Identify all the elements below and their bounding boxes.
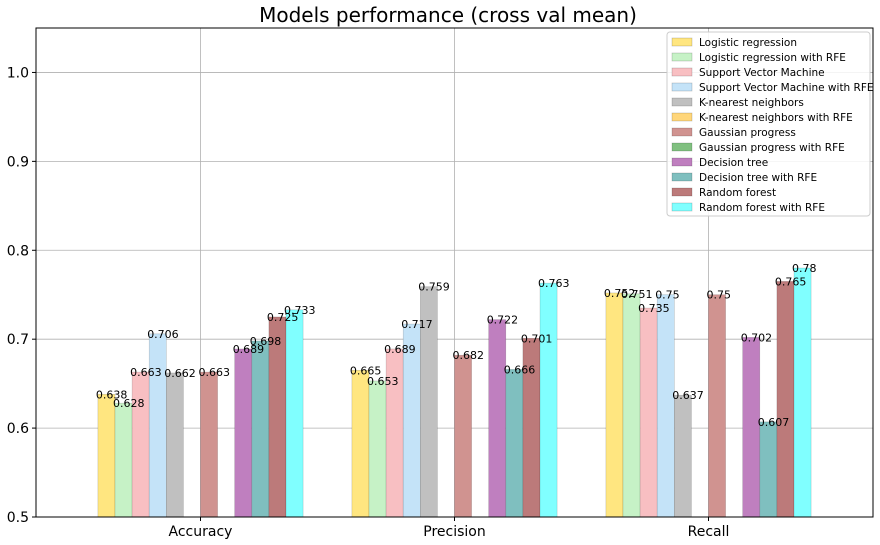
- x-tick-label: Precision: [423, 524, 485, 540]
- data-label: 0.763: [538, 277, 570, 290]
- data-label: 0.75: [707, 289, 732, 302]
- bar: [131, 371, 150, 518]
- bar: [114, 402, 133, 518]
- data-label: 0.717: [401, 318, 433, 331]
- bar: [505, 369, 524, 518]
- data-label: 0.689: [233, 343, 265, 356]
- legend-swatch: [671, 157, 693, 167]
- data-label: 0.638: [96, 388, 128, 401]
- bar: [673, 394, 692, 518]
- bar: [622, 293, 641, 518]
- data-label: 0.607: [758, 416, 790, 429]
- data-label: 0.735: [638, 302, 670, 315]
- data-label: 0.666: [504, 363, 536, 376]
- data-label: 0.682: [453, 349, 485, 362]
- bar: [454, 354, 472, 518]
- data-label: 0.722: [487, 314, 519, 327]
- legend-label: Support Vector Machine: [699, 67, 825, 79]
- data-label: 0.75: [655, 289, 680, 302]
- bar: [251, 340, 270, 518]
- legend-swatch: [671, 172, 693, 182]
- y-tick-label: 0.5: [7, 510, 29, 526]
- y-tick-label: 0.6: [7, 421, 29, 437]
- legend-label: K-nearest neighbors with RFE: [699, 112, 853, 124]
- bar: [285, 309, 304, 518]
- legend-label: K-nearest neighbors: [699, 97, 804, 109]
- data-label: 0.759: [418, 281, 450, 294]
- bar: [97, 394, 116, 518]
- bar: [708, 294, 726, 518]
- bar: [166, 372, 184, 518]
- data-label: 0.663: [130, 366, 162, 379]
- legend: Logistic regression Logistic regression w…: [666, 31, 874, 217]
- x-tick-label: Recall: [688, 524, 730, 540]
- bar: [539, 282, 558, 518]
- legend-swatch: [671, 202, 693, 212]
- data-label: 0.701: [521, 332, 553, 345]
- y-tick-label: 1.0: [7, 65, 29, 81]
- data-label: 0.725: [267, 311, 299, 324]
- legend-swatch: [671, 112, 693, 122]
- legend-label: Gaussian progress with RFE: [699, 142, 845, 154]
- bar: [488, 319, 507, 518]
- y-tick-label: 0.9: [7, 154, 29, 170]
- bar: [605, 292, 624, 518]
- bar: [639, 307, 658, 518]
- x-tick-label: Accuracy: [169, 524, 233, 540]
- data-label: 0.698: [250, 335, 281, 348]
- data-label: 0.78: [792, 262, 817, 275]
- data-label: 0.665: [350, 364, 382, 377]
- legend-label: Support Vector Machine with RFE: [699, 82, 874, 94]
- legend-swatch: [671, 187, 693, 197]
- data-label: 0.751: [621, 288, 653, 301]
- data-label: 0.706: [147, 328, 179, 341]
- legend-swatch: [671, 97, 693, 107]
- data-label: 0.752: [604, 287, 636, 300]
- legend-swatch: [671, 127, 693, 137]
- bar: [368, 380, 387, 518]
- y-tick-label: 0.8: [7, 243, 29, 259]
- y-tick-label: 0.7: [7, 332, 29, 348]
- bar: [148, 333, 167, 518]
- legend-label: Decision tree: [699, 157, 768, 169]
- legend-label: Random forest: [699, 187, 776, 199]
- legend-swatch: [671, 82, 693, 92]
- bar: [351, 369, 370, 518]
- legend-swatch: [671, 37, 693, 47]
- legend-label: Decision tree with RFE: [699, 172, 817, 184]
- legend-swatch: [671, 52, 693, 62]
- bar: [793, 267, 812, 518]
- data-label: 0.662: [164, 367, 196, 380]
- legend-swatch: [671, 67, 693, 77]
- y-axis: 0.5 0.6 0.7 0.8 0.9 1.0: [7, 65, 36, 526]
- legend-label: Logistic regression: [699, 37, 797, 49]
- legend-swatch: [671, 142, 693, 152]
- bar: [234, 348, 253, 518]
- data-label: 0.663: [199, 366, 231, 379]
- legend-box: [666, 31, 871, 217]
- data-label: 0.702: [741, 331, 773, 344]
- data-label: 0.637: [672, 389, 704, 402]
- data-label: 0.689: [384, 343, 416, 356]
- legend-label: Logistic regression with RFE: [699, 52, 846, 64]
- bar: [200, 371, 218, 518]
- data-label: 0.628: [113, 397, 145, 410]
- data-label: 0.653: [367, 375, 399, 388]
- bar: [776, 281, 795, 518]
- x-axis: Accuracy Precision Recall: [169, 517, 730, 540]
- chart-title: Models performance (cross val mean): [259, 3, 637, 27]
- data-label: 0.765: [775, 275, 807, 288]
- bars-layer: [97, 267, 812, 518]
- data-label: 0.733: [284, 304, 316, 317]
- bar: [759, 421, 778, 518]
- bar: [656, 294, 675, 518]
- data-labels-layer: 0.6380.6650.7520.6280.6530.7510.6630.689…: [96, 262, 817, 429]
- legend-label: Random forest with RFE: [699, 202, 825, 214]
- legend-label: Gaussian progress: [699, 127, 796, 139]
